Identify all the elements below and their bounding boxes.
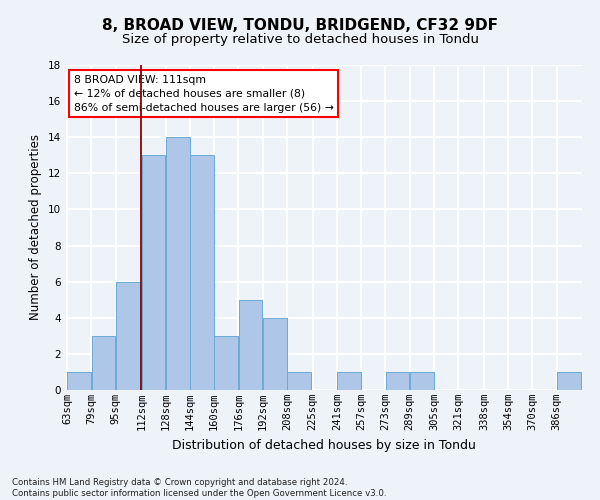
Bar (67, 372, 91, 390)
Bar (92, 336, 115, 390)
Bar (142, 156, 166, 390)
Y-axis label: Number of detached properties: Number of detached properties (29, 134, 43, 320)
Text: 8 BROAD VIEW: 111sqm
← 12% of detached houses are smaller (8)
86% of semi-detach: 8 BROAD VIEW: 111sqm ← 12% of detached h… (74, 74, 334, 113)
Bar (214, 336, 238, 390)
Bar (166, 137, 190, 390)
Bar (410, 372, 434, 390)
Bar (116, 282, 140, 390)
Bar (287, 372, 311, 390)
Text: Size of property relative to detached houses in Tondu: Size of property relative to detached ho… (121, 32, 479, 46)
Bar (557, 372, 581, 390)
Text: 8, BROAD VIEW, TONDU, BRIDGEND, CF32 9DF: 8, BROAD VIEW, TONDU, BRIDGEND, CF32 9DF (102, 18, 498, 32)
Bar (190, 156, 214, 390)
Bar (386, 372, 409, 390)
X-axis label: Distribution of detached houses by size in Tondu: Distribution of detached houses by size … (172, 438, 476, 452)
Bar (263, 318, 287, 390)
Bar (239, 300, 262, 390)
Bar (337, 372, 361, 390)
Text: Contains HM Land Registry data © Crown copyright and database right 2024.
Contai: Contains HM Land Registry data © Crown c… (12, 478, 386, 498)
